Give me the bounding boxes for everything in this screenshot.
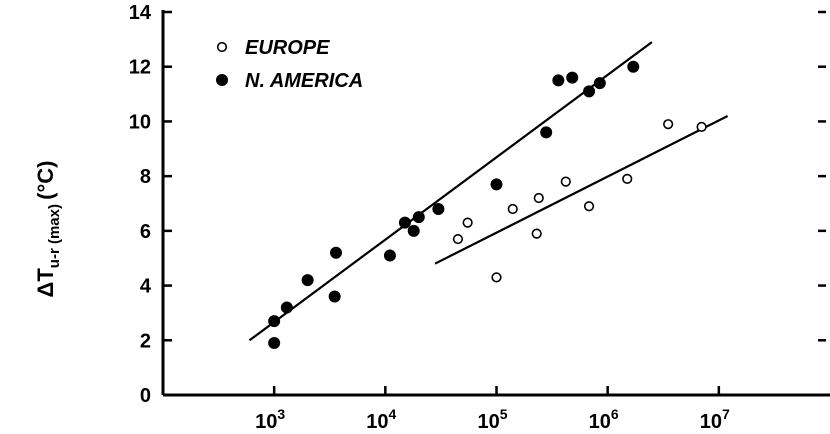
legend-marker-europe bbox=[216, 41, 228, 53]
y-tick-label: 8 bbox=[140, 166, 151, 188]
y-tick-label: 2 bbox=[140, 330, 151, 352]
x-tick-label: 103 bbox=[255, 406, 285, 433]
y-tick-label: 10 bbox=[129, 111, 151, 133]
europe-point bbox=[696, 121, 707, 132]
x-tick-label: 106 bbox=[589, 406, 619, 433]
europe-point bbox=[452, 233, 464, 245]
y-axis-label: ΔTu-r (max) (°C) bbox=[33, 161, 63, 298]
europe-point bbox=[507, 203, 518, 215]
x-tick-label: 107 bbox=[700, 406, 730, 433]
n-america-point bbox=[432, 202, 445, 215]
n-america-point bbox=[383, 249, 396, 262]
n-america-point bbox=[301, 274, 314, 287]
n-america-point bbox=[566, 71, 579, 84]
legend: EUROPE N. AMERICA bbox=[216, 37, 363, 92]
legend-label-europe: EUROPE bbox=[245, 37, 330, 59]
europe-point bbox=[491, 272, 502, 283]
n-america-point bbox=[540, 126, 553, 139]
n-america-point bbox=[552, 74, 565, 87]
n-america-point bbox=[583, 85, 596, 98]
y-tick-label: 0 bbox=[140, 385, 151, 407]
n-america-point bbox=[398, 216, 411, 229]
x-tick-label: 105 bbox=[477, 406, 507, 433]
n-america-point bbox=[330, 246, 343, 259]
y-tick-label: 12 bbox=[129, 57, 151, 79]
y-tick-label: 6 bbox=[140, 221, 151, 243]
n-america-point bbox=[593, 77, 606, 90]
data-points bbox=[268, 60, 707, 350]
n-america-point bbox=[328, 290, 341, 303]
legend-label-n-america: N. AMERICA bbox=[245, 70, 363, 92]
europe-point bbox=[622, 173, 633, 184]
n-america-point bbox=[280, 301, 293, 314]
n-america-point bbox=[412, 211, 425, 224]
europe-point bbox=[462, 217, 473, 228]
europe-point bbox=[531, 228, 542, 239]
n-america-point bbox=[268, 315, 281, 328]
x-tick-label: 104 bbox=[366, 406, 396, 433]
axes: 0 2 4 6 8 10 12 14 103 104 105 106 107 bbox=[129, 2, 830, 433]
n-america-point bbox=[268, 337, 281, 350]
europe-point bbox=[560, 176, 571, 187]
n-america-point bbox=[407, 224, 420, 237]
n-america-point bbox=[627, 60, 640, 73]
y-tick-label: 4 bbox=[140, 276, 152, 298]
fit-line-europe bbox=[434, 114, 729, 265]
europe-point bbox=[583, 201, 595, 212]
europe-point bbox=[663, 119, 674, 130]
legend-marker-n-america bbox=[216, 74, 228, 86]
y-tick-label: 14 bbox=[129, 2, 152, 24]
n-america-point bbox=[490, 178, 503, 191]
europe-point bbox=[533, 192, 544, 204]
